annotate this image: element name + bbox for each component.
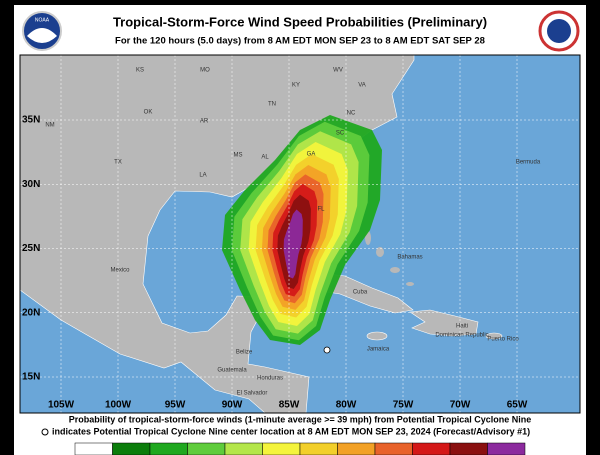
legend-swatch (149, 442, 188, 455)
place-label: Cuba (353, 290, 368, 296)
place-label: KY (292, 83, 300, 89)
place-label: GA (307, 152, 316, 158)
place-label: TX (114, 160, 122, 166)
place-label: TN (268, 102, 276, 108)
legend-swatch (449, 442, 488, 455)
place-label: NC (347, 111, 356, 117)
place-label: Puerto Rico (487, 337, 519, 343)
map-border (19, 54, 581, 414)
nws-logo-center (547, 19, 571, 43)
place-label: Haiti (456, 324, 468, 330)
lat-label: 20N (22, 307, 40, 318)
lon-label: 85W (279, 400, 300, 411)
place-label: LA (199, 173, 206, 179)
place-label: El Salvador (237, 391, 268, 397)
legend-swatch (374, 442, 413, 455)
bahamas (365, 231, 414, 286)
place-label: Dominican Republic (435, 333, 488, 339)
place-label: Belize (236, 350, 253, 356)
place-label: Bermuda (516, 160, 541, 166)
lon-label: 100W (105, 400, 132, 411)
place-label: Jamaica (367, 347, 390, 353)
swath-layer (283, 209, 303, 279)
island (406, 282, 414, 286)
lon-label: 90W (222, 400, 243, 411)
lon-label: 70W (450, 400, 471, 411)
jamaica (366, 331, 388, 341)
place-label: AR (200, 119, 209, 125)
place-label: VA (358, 83, 366, 89)
legend-swatch (299, 442, 338, 455)
place-label: OK (144, 110, 153, 116)
island (376, 247, 384, 257)
title: Tropical-Storm-Force Wind Speed Probabil… (113, 14, 487, 29)
lon-label: 80W (336, 400, 357, 411)
legend-swatch (187, 442, 226, 455)
legend-swatch (337, 442, 376, 455)
place-label: SC (336, 131, 345, 137)
footer-line1: Probability of tropical-storm-force wind… (69, 414, 532, 424)
legend-swatch (412, 442, 451, 455)
lat-label: 30N (22, 179, 40, 190)
place-label: Mexico (110, 268, 130, 274)
noaa-logo-bird (27, 28, 57, 43)
legend-swatch (487, 442, 526, 455)
legend-swatch (112, 442, 151, 455)
place-label: NM (45, 123, 54, 129)
lat-label: 35N (22, 115, 40, 126)
lat-label: 15N (22, 372, 40, 383)
place-label: KS (136, 68, 144, 74)
lon-label: 65W (507, 400, 528, 411)
place-label: AL (261, 155, 269, 161)
lon-label: 75W (393, 400, 414, 411)
island (390, 267, 400, 273)
place-label: MS (234, 153, 243, 159)
legend-swatch (74, 442, 113, 455)
place-label: FL (317, 207, 325, 213)
center-location (323, 346, 331, 354)
legend-swatch (262, 442, 301, 455)
graticule: 105W 100W 95W 90W 85W 80W 75W 70W 65W 35N 30N 25N 20… (20, 55, 580, 413)
probability-swath (222, 115, 382, 345)
lon-label: 95W (165, 400, 186, 411)
place-label: Bahamas (397, 255, 422, 261)
legend-swatch (224, 442, 263, 455)
map: 105W 100W 95W 90W 85W 80W 75W 70W 65W 35N 30N 25N 20… (19, 54, 580, 414)
puerto-rico (485, 332, 503, 340)
place-labels: KS MO KY WV VA NM OK AR TN NC TX MS AL GA SC LA FL Bermud… (45, 68, 541, 397)
noaa-logo-text: NOAA (35, 17, 50, 23)
subtitle: For the 120 hours (5.0 days) from 8 AM E… (115, 36, 485, 47)
place-label: Guatemala (217, 368, 247, 374)
place-label: MO (200, 68, 210, 74)
lon-label: 105W (48, 400, 75, 411)
footer-line2: indicates Potential Tropical Cyclone Nin… (52, 426, 530, 436)
lat-label: 25N (22, 243, 40, 254)
place-label: WV (333, 68, 343, 74)
place-label: Honduras (257, 376, 283, 382)
center-symbol (41, 428, 49, 436)
legend (74, 442, 526, 455)
hispaniola (409, 309, 479, 337)
